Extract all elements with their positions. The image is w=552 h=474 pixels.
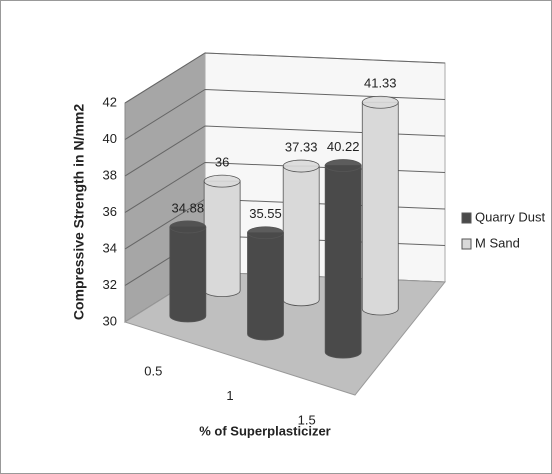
cylinder-body [324, 165, 362, 359]
data-label: 34.88 [172, 200, 205, 215]
cylinder [247, 226, 284, 341]
data-label: 36 [215, 155, 229, 170]
grid-line [124, 88, 446, 140]
y-tick-label: 36 [103, 204, 117, 219]
cylinder-top [282, 159, 320, 173]
cylinder [324, 159, 362, 359]
cylinder [361, 95, 399, 316]
data-label: 35.55 [249, 206, 282, 221]
x-tick-label: 0.5 [144, 364, 162, 379]
y-tick-label: 42 [103, 94, 117, 109]
cylinder-body [203, 180, 241, 298]
y-tick-label: 34 [103, 240, 117, 255]
grid-line [124, 52, 446, 104]
cylinder [203, 174, 241, 298]
data-label: 37.33 [285, 139, 318, 154]
legend-label: M Sand [475, 235, 520, 250]
cylinder-top [169, 220, 207, 234]
legend-label: Quarry Dust [475, 209, 545, 224]
cylinder-body [361, 101, 399, 316]
x-tick-label: 1.5 [298, 412, 316, 427]
data-label: 40.22 [327, 139, 360, 154]
y-axis-title: Compressive Strength in N/mm2 [71, 104, 87, 320]
x-tick-label: 1 [226, 388, 233, 403]
cylinder-top [324, 159, 362, 172]
cylinder [282, 159, 320, 307]
cylinder-body [282, 165, 320, 307]
cylinder [169, 220, 207, 323]
cylinder-top [247, 226, 284, 240]
x-axis-title: % of Superplasticizer [199, 423, 330, 438]
y-tick-label: 38 [103, 167, 117, 182]
cylinder-top [361, 95, 399, 109]
cylinder-body [169, 226, 207, 323]
y-tick-label: 30 [103, 313, 117, 328]
legend-swatch [461, 238, 472, 250]
data-label: 41.33 [364, 76, 397, 91]
y-tick-label: 32 [103, 277, 117, 292]
y-tick-label: 40 [103, 131, 117, 146]
cylinder-top [203, 174, 241, 188]
legend-swatch [461, 212, 472, 224]
cylinder-body [247, 232, 284, 341]
